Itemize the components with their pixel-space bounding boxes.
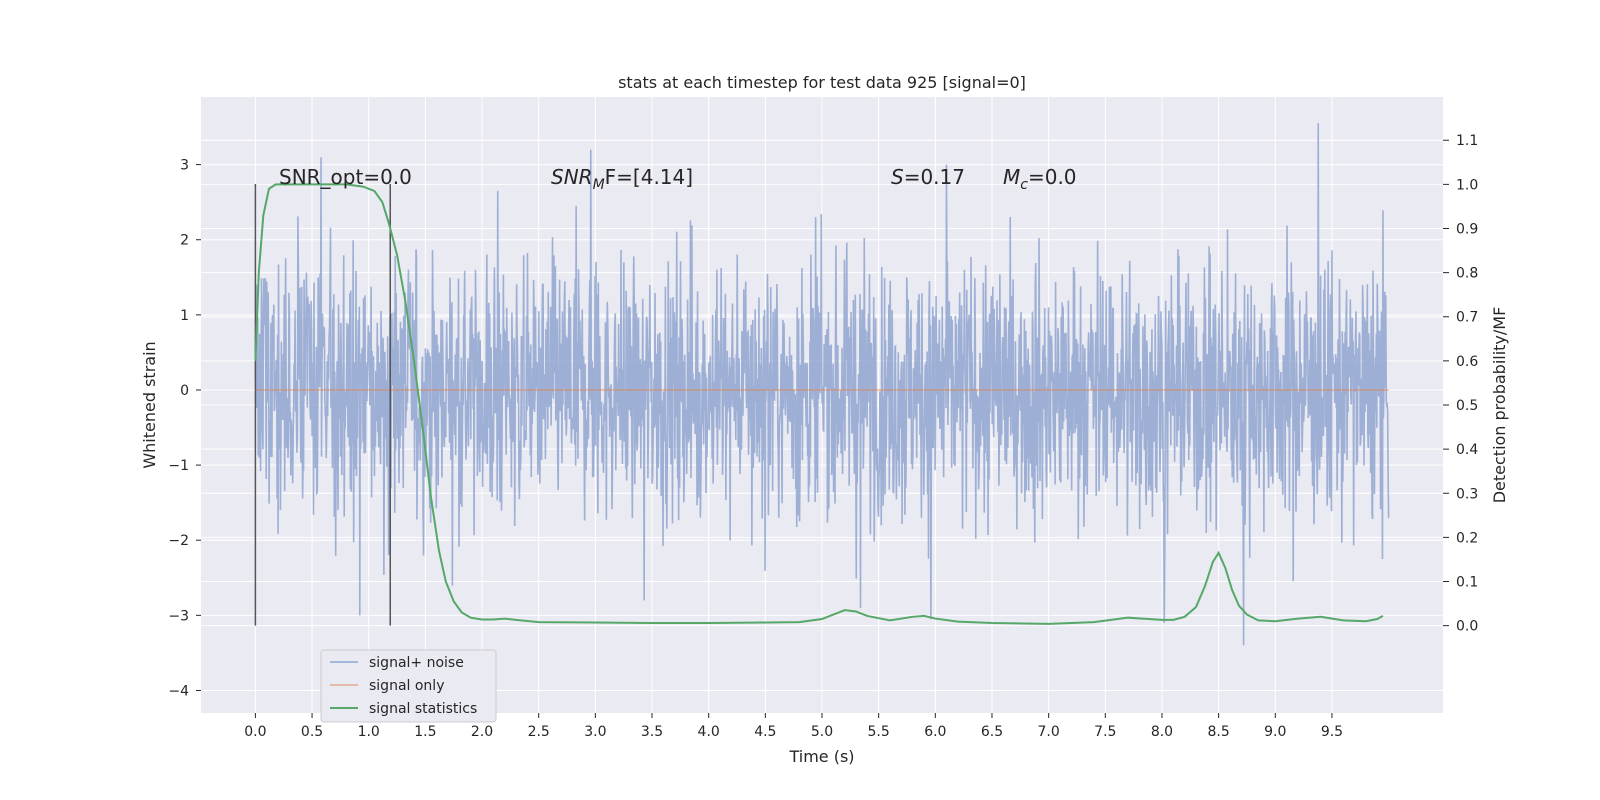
signal-noise-line — [254, 123, 1390, 646]
y2-tick-label: 1.1 — [1456, 133, 1478, 149]
annotation-snr-mf: SNRMF=[4.14] — [551, 165, 693, 193]
y-tick-label: −1 — [168, 458, 189, 474]
x-tick-label: 4.5 — [754, 724, 776, 740]
legend-label-signal-only: signal only — [369, 678, 444, 694]
series-signal-statistics — [254, 183, 1384, 625]
y-tick-label: 2 — [180, 233, 189, 249]
x-tick-label: 0.0 — [244, 724, 266, 740]
x-tick-label: 2.5 — [528, 724, 550, 740]
x-tick-label: 3.0 — [584, 724, 606, 740]
x-tick-label: 3.5 — [641, 724, 663, 740]
x-tick-label: 5.5 — [868, 724, 890, 740]
y-tick-labels: 3 2 1 0 −1 −2 −3 −4 — [168, 158, 201, 699]
y2-tick-label: 0.7 — [1456, 310, 1478, 326]
x-tick-label: 1.0 — [358, 724, 380, 740]
y2-tick-label: 0.4 — [1456, 442, 1478, 458]
y2-tick-label: 0.3 — [1456, 486, 1478, 502]
y2-tick-label: 0.9 — [1456, 221, 1478, 237]
mc-label: M — [1003, 165, 1020, 189]
s-label: S — [891, 165, 904, 189]
y-tick-label: −2 — [168, 533, 189, 549]
signal-statistics-line — [254, 183, 1384, 625]
x-tick-labels: 0.0 0.5 1.0 1.5 2.0 2.5 3.0 3.5 4.0 4.5 5.0 5.5 6.0 6… — [244, 713, 1343, 740]
series-signal-noise — [254, 123, 1390, 646]
annotation-mc: Mc=0.0 — [1003, 165, 1077, 193]
y-tick-label: 1 — [180, 308, 189, 324]
y-axis-label: Whitened strain — [140, 341, 159, 468]
x-tick-label: 7.0 — [1038, 724, 1060, 740]
x-tick-label: 8.5 — [1207, 724, 1229, 740]
x-tick-label: 2.0 — [471, 724, 493, 740]
x-tick-label: 7.5 — [1094, 724, 1116, 740]
y2-tick-labels: 1.1 1.0 0.9 0.8 0.7 0.6 0.5 0.4 0.3 0.2 0.1 0.0 — [1443, 133, 1478, 635]
marker-lines — [254, 184, 391, 626]
y2-tick-label: 0.8 — [1456, 266, 1478, 282]
legend-label-signal-statistics: signal statistics — [369, 701, 477, 717]
x-tick-label: 6.5 — [981, 724, 1003, 740]
annotation-snr-opt: SNR_opt=0.0 — [279, 165, 412, 189]
y-tick-label: 3 — [180, 158, 189, 174]
annotation-s: S=0.17 — [891, 165, 965, 189]
x-tick-label: 5.0 — [811, 724, 833, 740]
snr-mf-label: SNR — [551, 165, 593, 189]
y-tick-label: −3 — [168, 608, 189, 624]
snr-mf-rest: F=[4.14] — [605, 165, 693, 189]
y2-tick-label: 0.2 — [1456, 530, 1478, 546]
legend: signal+ noise signal only signal statist… — [320, 649, 497, 723]
y2-tick-label: 1.0 — [1456, 177, 1478, 193]
legend-label-signal-noise: signal+ noise — [369, 655, 464, 671]
x-axis-label: Time (s) — [788, 747, 854, 766]
y2-tick-label: 0.5 — [1456, 398, 1478, 414]
snr-mf-sub: M — [593, 177, 605, 193]
x-tick-label: 9.0 — [1264, 724, 1286, 740]
x-tick-label: 8.0 — [1151, 724, 1173, 740]
legend-box — [320, 649, 497, 723]
y2-tick-label: 0.0 — [1456, 619, 1478, 635]
x-tick-label: 0.5 — [301, 724, 323, 740]
y2-tick-label: 0.6 — [1456, 354, 1478, 370]
mc-value: =0.0 — [1028, 165, 1077, 189]
y2-tick-label: 0.1 — [1456, 575, 1478, 591]
chart-title: stats at each timestep for test data 925… — [618, 73, 1026, 92]
y2-axis-label: Detection probability/MF — [1490, 307, 1509, 504]
y-tick-label: −4 — [168, 683, 189, 699]
x-tick-label: 9.5 — [1321, 724, 1343, 740]
y-tick-label: 0 — [180, 383, 189, 399]
x-tick-label: 4.0 — [698, 724, 720, 740]
x-tick-label: 6.0 — [924, 724, 946, 740]
mc-sub: c — [1020, 177, 1028, 193]
s-value: =0.17 — [904, 165, 965, 189]
x-tick-label: 1.5 — [414, 724, 436, 740]
